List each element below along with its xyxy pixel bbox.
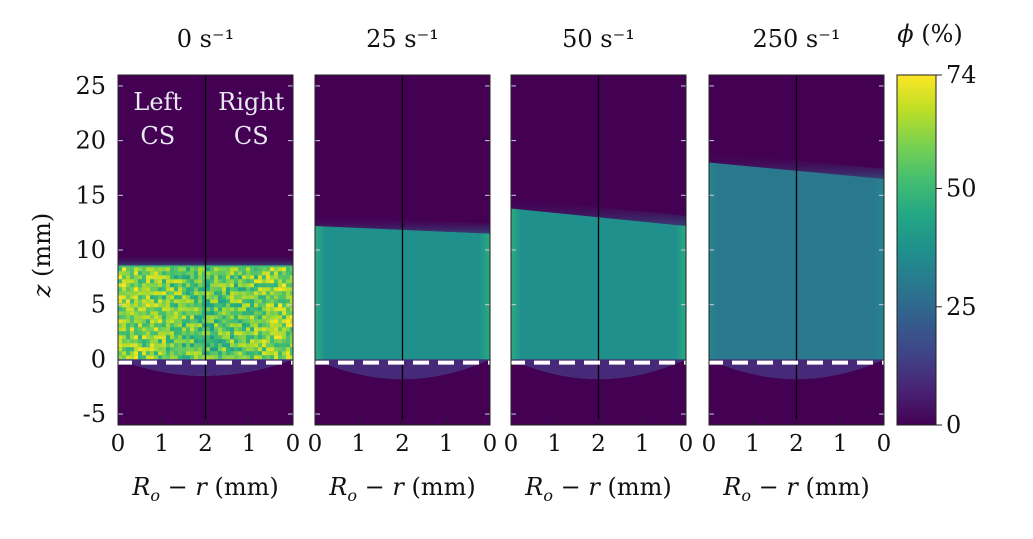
left-cs-label: Left bbox=[133, 88, 182, 116]
x-tick-label: 1 bbox=[154, 431, 169, 457]
x-tick-label: 1 bbox=[351, 431, 366, 457]
colorbar-tick-label: 50 bbox=[946, 175, 977, 203]
y-tick-label: 5 bbox=[91, 291, 106, 319]
x-tick-label: 2 bbox=[395, 431, 410, 457]
panel-title: 25 s⁻¹ bbox=[366, 25, 439, 53]
x-tick-label: 0 bbox=[286, 431, 301, 457]
panel-title: 50 s⁻¹ bbox=[562, 25, 635, 53]
x-axis-label: Ro − r (mm) bbox=[722, 473, 869, 505]
x-axis-label: Ro − r (mm) bbox=[524, 473, 671, 505]
x-tick-label: 1 bbox=[635, 431, 650, 457]
x-tick-label: 0 bbox=[111, 431, 126, 457]
panel-title: 250 s⁻¹ bbox=[752, 25, 840, 53]
colorbar: ϕ (%) 0 25 50 74 bbox=[896, 20, 977, 439]
heatmap-panel: 0 s⁻¹0 1 2 1 0Ro − r (mm) bbox=[111, 25, 301, 505]
heatmap-panel: 25 s⁻¹0 1 2 1 0Ro − r (mm) bbox=[308, 25, 498, 505]
x-tick-label: 2 bbox=[591, 431, 606, 457]
x-tick-label: 1 bbox=[745, 431, 760, 457]
heatmap-panels: 0 s⁻¹0 1 2 1 0Ro − r (mm)25 s⁻¹0 1 2 1 0Ro − r (… bbox=[111, 25, 892, 505]
right-cs-label: Right bbox=[218, 88, 285, 116]
y-tick-label: 20 bbox=[75, 127, 106, 155]
x-tick-label: 0 bbox=[308, 431, 323, 457]
x-tick-label: 2 bbox=[789, 431, 804, 457]
colorbar-tick-label: 25 bbox=[946, 293, 977, 321]
y-tick-label: -5 bbox=[83, 400, 106, 428]
x-tick-label: 0 bbox=[504, 431, 519, 457]
y-tick-label: 15 bbox=[75, 181, 106, 209]
heatmap-panel: 250 s⁻¹0 1 2 1 0Ro − r (mm) bbox=[702, 25, 892, 505]
concentration-noise bbox=[118, 267, 293, 360]
x-tick-label: 0 bbox=[483, 431, 498, 457]
x-tick-label: 0 bbox=[702, 431, 717, 457]
colorbar-tick-label: 74 bbox=[946, 61, 977, 89]
cs-annotations: Left CS Right CS bbox=[133, 88, 284, 150]
x-tick-label: 1 bbox=[547, 431, 562, 457]
y-tick-label: 25 bbox=[75, 72, 106, 100]
left-cs-label: CS bbox=[140, 122, 175, 150]
x-tick-label: 1 bbox=[439, 431, 454, 457]
colorbar-label: ϕ (%) bbox=[897, 20, 963, 48]
y-tick-label: 0 bbox=[91, 345, 106, 373]
right-cs-label: CS bbox=[234, 122, 269, 150]
colorbar-tick-label: 0 bbox=[946, 411, 961, 439]
panel-title: 0 s⁻¹ bbox=[177, 25, 235, 53]
x-tick-label: 0 bbox=[877, 431, 892, 457]
y-axis: z (mm) -5 0 5 10 15 20 25 bbox=[28, 72, 106, 428]
x-axis-label: Ro − r (mm) bbox=[328, 473, 475, 505]
x-tick-label: 1 bbox=[833, 431, 848, 457]
x-tick-label: 0 bbox=[679, 431, 694, 457]
colorbar-gradient bbox=[896, 74, 937, 426]
y-tick-label: 10 bbox=[75, 236, 106, 264]
heatmap-panel: 50 s⁻¹0 1 2 1 0Ro − r (mm) bbox=[504, 25, 694, 505]
x-tick-label: 1 bbox=[242, 431, 257, 457]
y-axis-label: z (mm) bbox=[28, 213, 56, 299]
x-axis-label: Ro − r (mm) bbox=[131, 473, 278, 505]
x-tick-label: 2 bbox=[198, 431, 213, 457]
